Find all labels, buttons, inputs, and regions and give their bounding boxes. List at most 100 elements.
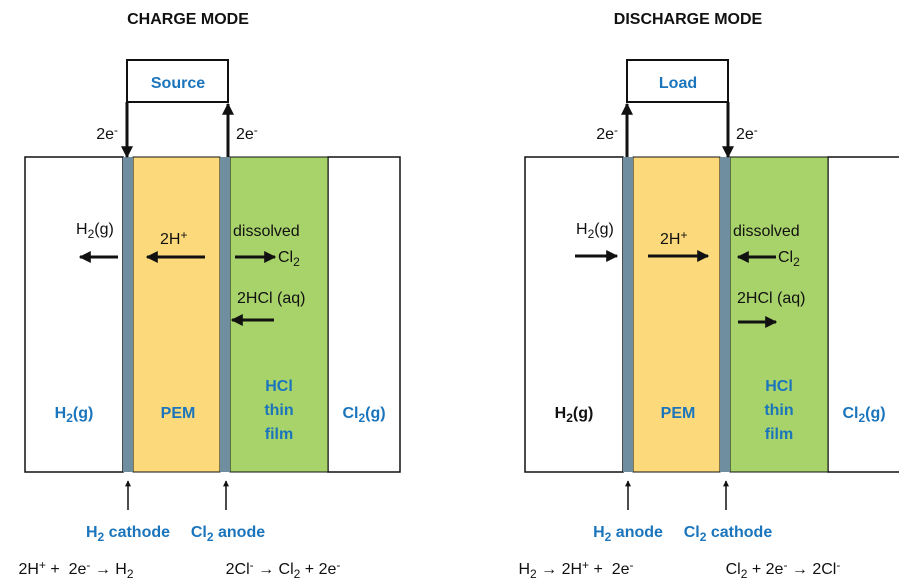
electrode-label-part: 2 bbox=[98, 530, 105, 544]
electron-label: 2e- bbox=[96, 123, 118, 143]
film-label: film bbox=[265, 426, 293, 443]
proton-label: 2H+ bbox=[660, 228, 687, 248]
proton-label-part: 2H bbox=[160, 231, 180, 248]
panel-title: CHARGE MODE bbox=[127, 11, 249, 28]
electrode-label: H2 anode bbox=[593, 524, 663, 544]
electron-label-part: - bbox=[754, 123, 758, 137]
reaction-part: 2Cl bbox=[226, 561, 250, 578]
box-label: Source bbox=[151, 75, 205, 92]
gas-label: H2(g) bbox=[576, 221, 614, 241]
reaction-part: 2H bbox=[18, 561, 38, 578]
region-label-part: Cl bbox=[342, 405, 358, 422]
dissolved-label: dissolved bbox=[733, 223, 800, 240]
electrode-label-part: 2 bbox=[207, 530, 214, 544]
reaction-part: + 2e bbox=[46, 561, 87, 578]
electron-label-part: 2e bbox=[596, 126, 614, 143]
reaction: 2H+ + 2e- → H2 bbox=[18, 558, 133, 581]
region-label-part: (g) bbox=[865, 405, 885, 422]
region-label: H2(g) bbox=[55, 405, 94, 425]
gas-label-part: (g) bbox=[594, 221, 614, 238]
electron-label: 2e- bbox=[236, 123, 258, 143]
region-label: H2(g) bbox=[555, 405, 594, 425]
electrode-label-part: 2 bbox=[700, 530, 707, 544]
electrode bbox=[220, 157, 230, 472]
region-label: Cl2(g) bbox=[842, 405, 885, 425]
reaction-part: 2 bbox=[741, 567, 748, 581]
electrode-label-part: anode bbox=[214, 524, 266, 541]
cl2-label-part: 2 bbox=[293, 255, 300, 269]
hcl-label: 2HCl (aq) bbox=[737, 290, 805, 307]
electrode-label-part: cathode bbox=[104, 524, 170, 541]
gas-label-part: H bbox=[576, 221, 588, 238]
region-label-part: 2 bbox=[858, 411, 865, 425]
electron-label-part: - bbox=[254, 123, 258, 137]
external-box bbox=[626, 59, 729, 103]
reaction-part: → Cl bbox=[254, 561, 294, 578]
proton-label-part: + bbox=[180, 228, 187, 242]
electrode-label-part: H bbox=[593, 524, 605, 541]
electrode-label-part: Cl bbox=[684, 524, 700, 541]
film-label: HCl bbox=[265, 378, 293, 395]
film-label: film bbox=[765, 426, 793, 443]
electrode-label-part: anode bbox=[611, 524, 663, 541]
electron-label: 2e- bbox=[736, 123, 758, 143]
gas-label-part: 2 bbox=[588, 227, 595, 241]
electrode-label-part: H bbox=[86, 524, 98, 541]
reaction: Cl2 + 2e- → 2Cl- bbox=[726, 558, 841, 581]
film-label: HCl bbox=[765, 378, 793, 395]
reaction-part: + 2e bbox=[589, 561, 630, 578]
electrode-label: Cl2 anode bbox=[191, 524, 265, 544]
reaction-part: 2 bbox=[530, 567, 537, 581]
thin-film bbox=[229, 156, 329, 473]
electrode-label: H2 cathode bbox=[86, 524, 170, 544]
reaction-part: H bbox=[518, 561, 530, 578]
region-label-part: (g) bbox=[573, 405, 593, 422]
cl2-label: Cl2 bbox=[278, 249, 300, 269]
region-label-part: (g) bbox=[73, 405, 93, 422]
dissolved-label: dissolved bbox=[233, 223, 300, 240]
reaction-part: + 2e bbox=[300, 561, 336, 578]
electron-label-part: - bbox=[614, 123, 618, 137]
proton-label-part: 2H bbox=[660, 231, 680, 248]
reaction-part: - bbox=[86, 558, 90, 572]
cl2-label: Cl2 bbox=[778, 249, 800, 269]
hcl-label: 2HCl (aq) bbox=[237, 290, 305, 307]
electron-label-part: - bbox=[114, 123, 118, 137]
electron-label: 2e- bbox=[596, 123, 618, 143]
pem-label: PEM bbox=[161, 405, 196, 422]
film-label: thin bbox=[264, 402, 293, 419]
proton-label: 2H+ bbox=[160, 228, 187, 248]
box-label: Load bbox=[659, 75, 697, 92]
cl2-label-part: 2 bbox=[793, 255, 800, 269]
reaction-part: → 2Cl bbox=[787, 561, 836, 578]
region-label-part: 2 bbox=[358, 411, 365, 425]
pem-label: PEM bbox=[661, 405, 696, 422]
panel-title: DISCHARGE MODE bbox=[614, 11, 763, 28]
reaction-part: → H bbox=[90, 561, 126, 578]
external-box bbox=[126, 59, 229, 103]
region-label-part: Cl bbox=[842, 405, 858, 422]
electrode bbox=[123, 157, 133, 472]
region-label-part: 2 bbox=[566, 411, 573, 425]
reaction: H2 → 2H+ + 2e- bbox=[518, 558, 633, 581]
reaction-part: 2 bbox=[127, 567, 134, 581]
film-label: thin bbox=[764, 402, 793, 419]
region-label-part: H bbox=[555, 405, 567, 422]
electrode-label: Cl2 cathode bbox=[684, 524, 773, 544]
electrode bbox=[720, 157, 730, 472]
right-region bbox=[327, 156, 401, 473]
region-label-part: H bbox=[55, 405, 67, 422]
reaction-part: - bbox=[630, 558, 634, 572]
left-region bbox=[24, 156, 124, 473]
thin-film bbox=[729, 156, 829, 473]
pem bbox=[132, 156, 221, 473]
reaction-part: - bbox=[250, 558, 254, 572]
reaction-part: + bbox=[582, 558, 589, 572]
reaction-part: → 2H bbox=[537, 561, 582, 578]
reaction-part: - bbox=[836, 558, 840, 572]
electrode-label-part: cathode bbox=[706, 524, 772, 541]
reaction-part: + bbox=[39, 558, 46, 572]
reaction-part: Cl bbox=[726, 561, 741, 578]
reaction-part: 2 bbox=[294, 567, 301, 581]
